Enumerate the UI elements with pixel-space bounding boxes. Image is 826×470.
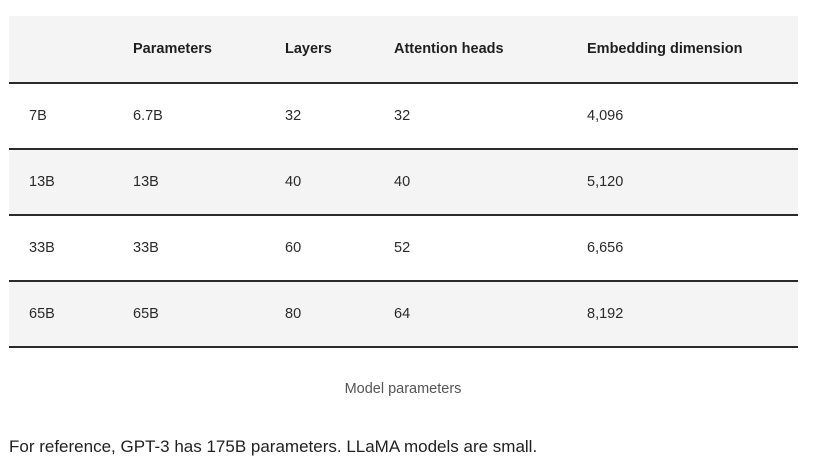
cell-model-size: 7B [29, 108, 47, 124]
cell-embedding-dimension: 5,120 [587, 174, 624, 190]
cell-attention-heads: 40 [394, 174, 411, 190]
cell-model-size: 65B [29, 306, 55, 322]
cell-parameters: 65B [133, 306, 159, 322]
header-parameters: Parameters [133, 41, 212, 57]
cell-embedding-dimension: 8,192 [587, 306, 624, 322]
reference-paragraph: For reference, GPT-3 has 175B parameters… [9, 437, 538, 456]
table-row: 13B 13B 40 40 5,120 [9, 149, 798, 215]
model-parameters-table: Parameters Layers Attention heads Embedd… [9, 16, 798, 348]
cell-parameters: 6.7B [133, 108, 163, 124]
header-embedding-dimension: Embedding dimension [587, 41, 743, 57]
table-header-row: Parameters Layers Attention heads Embedd… [9, 16, 798, 83]
cell-layers: 80 [285, 306, 302, 322]
cell-attention-heads: 64 [394, 306, 411, 322]
table-header: Parameters Layers Attention heads Embedd… [9, 16, 798, 83]
cell-parameters: 33B [133, 240, 159, 256]
cell-model-size: 33B [29, 240, 55, 256]
table-row: 7B 6.7B 32 32 4,096 [9, 83, 798, 149]
cell-attention-heads: 32 [394, 108, 411, 124]
table-row: 33B 33B 60 52 6,656 [9, 215, 798, 281]
cell-parameters: 13B [133, 174, 159, 190]
table-row: 65B 65B 80 64 8,192 [9, 281, 798, 347]
table-body: 7B 6.7B 32 32 4,096 13B 13B 40 40 5,120 … [9, 83, 798, 347]
header-model-size [9, 16, 133, 83]
cell-embedding-dimension: 4,096 [587, 108, 624, 124]
cell-layers: 40 [285, 174, 302, 190]
model-parameters-table-wrapper: Parameters Layers Attention heads Embedd… [9, 16, 798, 348]
header-layers: Layers [285, 41, 332, 57]
table-caption: Model parameters [344, 381, 462, 397]
cell-layers: 60 [285, 240, 302, 256]
cell-layers: 32 [285, 108, 302, 124]
cell-embedding-dimension: 6,656 [587, 240, 624, 256]
cell-model-size: 13B [29, 174, 55, 190]
header-attention-heads: Attention heads [394, 41, 504, 57]
cell-attention-heads: 52 [394, 240, 411, 256]
